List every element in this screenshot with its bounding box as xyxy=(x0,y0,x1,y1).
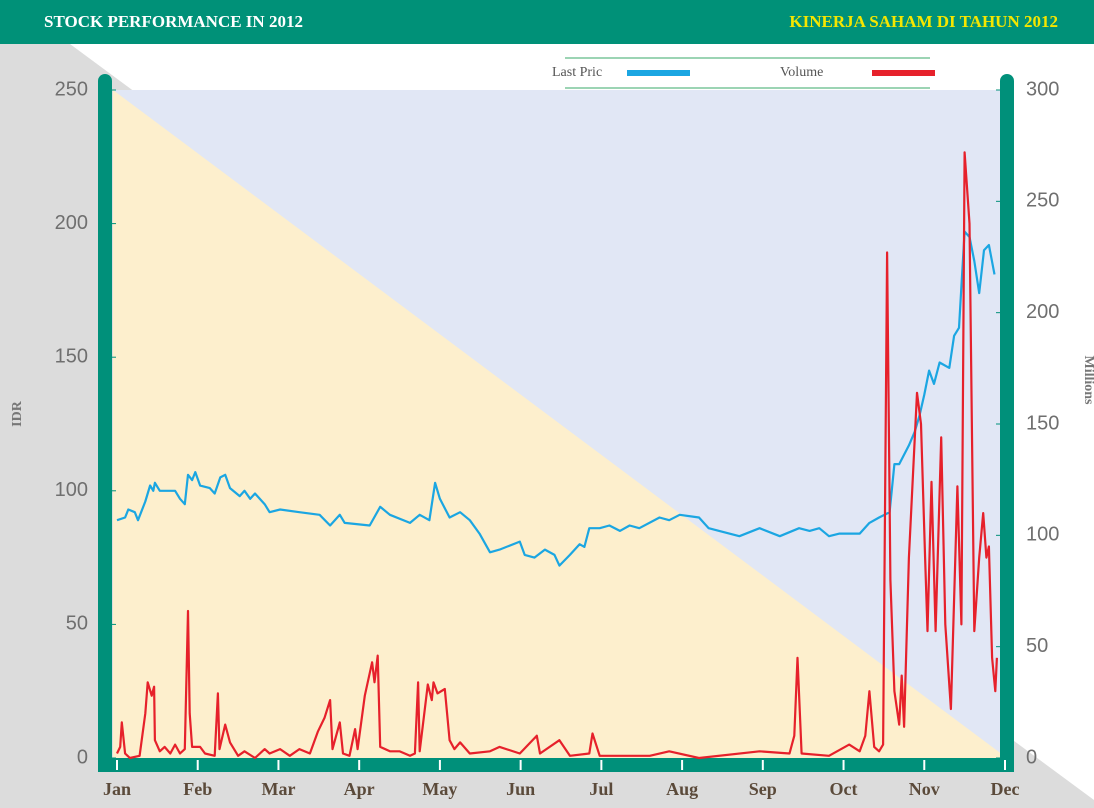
left-axis-bar xyxy=(98,74,112,772)
y2-tick-label: 0 xyxy=(1026,746,1037,768)
y-tick-label: 200 xyxy=(55,212,88,234)
x-tick-label: Mar xyxy=(261,779,295,799)
y2-tick-label: 300 xyxy=(1026,78,1059,100)
y2-tick-label: 50 xyxy=(1026,635,1048,657)
plot-triangle xyxy=(113,90,1007,758)
y2-tick-label: 150 xyxy=(1026,412,1059,434)
right-axis-bar xyxy=(1000,74,1014,772)
legend-swatch xyxy=(872,70,935,76)
y-axis-label: IDR xyxy=(10,400,25,427)
series-line xyxy=(116,230,996,567)
x-tick-label: Jun xyxy=(506,779,535,799)
y-tick-label: 50 xyxy=(66,613,88,635)
x-tick-label: May xyxy=(422,779,457,799)
bottom-axis-bar xyxy=(98,758,1014,772)
legend-label: Last Pric xyxy=(552,65,602,80)
x-tick-label: Feb xyxy=(183,779,212,799)
x-tick-label: Oct xyxy=(830,779,858,799)
y2-axis-label: Millions xyxy=(1081,355,1094,405)
y-tick-label: 150 xyxy=(55,345,88,367)
chart-subtitle: KINERJA SAHAM DI TAHUN 2012 xyxy=(789,12,1058,31)
x-tick-label: Dec xyxy=(991,779,1020,799)
legend-swatch xyxy=(627,70,690,76)
y-tick-label: 100 xyxy=(55,479,88,501)
x-tick-label: Sep xyxy=(749,779,777,799)
legend-label: Volume xyxy=(780,65,823,80)
chart-title: STOCK PERFORMANCE IN 2012 xyxy=(44,12,303,31)
x-tick-label: Apr xyxy=(344,779,375,799)
x-tick-label: Nov xyxy=(909,779,940,799)
title-bar xyxy=(0,0,1094,44)
x-tick-label: Jan xyxy=(103,779,131,799)
y2-tick-label: 200 xyxy=(1026,301,1059,323)
x-tick-label: Jul xyxy=(589,779,613,799)
y-tick-label: 0 xyxy=(77,746,88,768)
y-tick-label: 250 xyxy=(55,78,88,100)
x-tick-label: Aug xyxy=(666,779,698,799)
series-line xyxy=(116,151,998,760)
y2-tick-label: 250 xyxy=(1026,190,1059,212)
y2-tick-label: 100 xyxy=(1026,524,1059,546)
